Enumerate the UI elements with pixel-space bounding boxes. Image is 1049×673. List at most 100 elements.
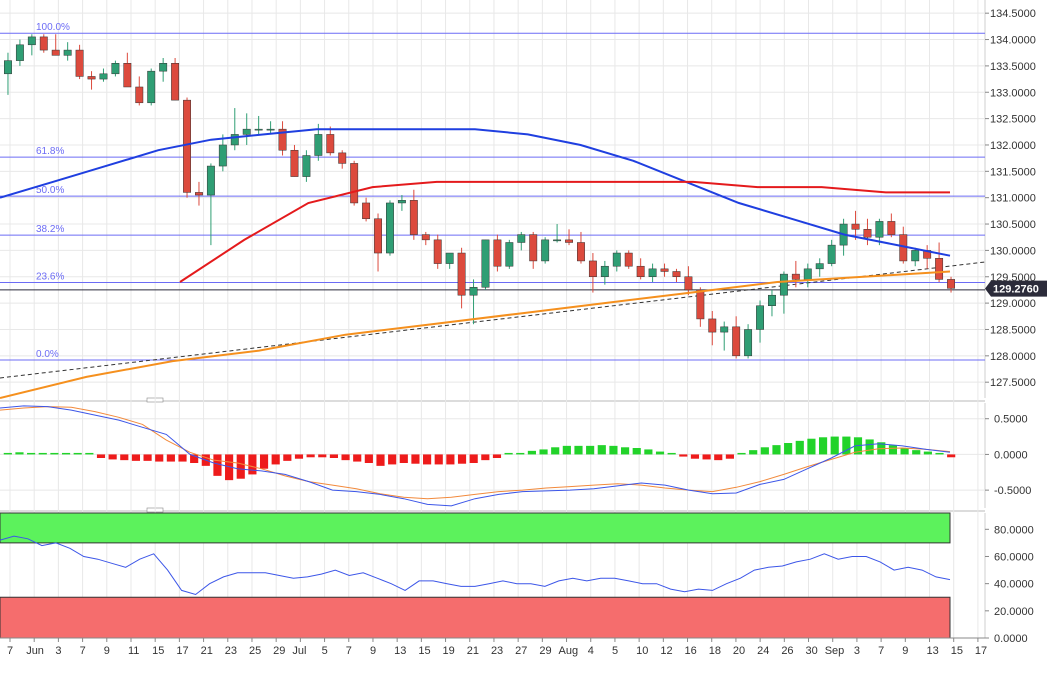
macd-histogram-bar	[760, 447, 769, 455]
candle-body	[756, 305, 764, 330]
rsi-axis-label: 0.0000	[994, 633, 1028, 645]
x-axis-label: 10	[636, 645, 648, 657]
macd-histogram-bar	[469, 454, 478, 463]
price-axis-label: 132.0000	[990, 140, 1036, 152]
candle-body	[135, 86, 144, 104]
macd-histogram-bar	[446, 454, 455, 465]
price-axis-label: 131.5000	[990, 166, 1036, 178]
macd-histogram-bar	[923, 451, 932, 455]
candle-body	[553, 239, 562, 242]
candle-body	[15, 44, 24, 61]
x-axis-label: 15	[152, 645, 164, 657]
candle-body	[171, 63, 180, 101]
macd-histogram-bar	[178, 454, 187, 462]
macd-histogram-bar	[364, 454, 373, 463]
x-axis-label: 12	[660, 645, 672, 657]
macd-histogram-bar	[842, 436, 851, 455]
macd-histogram-bar	[329, 454, 338, 458]
price-axis-label: 127.5000	[990, 377, 1036, 389]
macd-histogram-bar	[50, 452, 59, 455]
macd-histogram-bar	[772, 445, 781, 455]
candle-body	[577, 242, 585, 262]
macd-histogram-bar	[225, 454, 234, 481]
candle-body	[911, 250, 920, 262]
macd-histogram-bar	[737, 452, 746, 455]
fib-level-label: 100.0%	[36, 22, 70, 33]
x-axis-label: 13	[394, 645, 406, 657]
macd-histogram-bar	[155, 454, 164, 462]
candle-body	[421, 234, 430, 241]
x-axis-label: 23	[491, 645, 503, 657]
x-axis-label: 11	[128, 645, 139, 657]
x-axis-label: 15	[951, 645, 963, 657]
macd-histogram-bar	[784, 443, 793, 455]
candle-body	[493, 239, 502, 267]
macd-histogram-bar	[586, 445, 595, 455]
macd-histogram-bar	[399, 454, 408, 463]
last-price-tag-bg	[985, 280, 1047, 297]
macd-histogram-bar	[283, 454, 292, 461]
x-axis-label: 17	[176, 645, 188, 657]
x-axis-label: 13	[927, 645, 939, 657]
macd-histogram-bar	[818, 437, 828, 455]
x-axis-label: 9	[104, 645, 110, 657]
x-axis-label: 19	[443, 645, 455, 657]
macd-histogram-bar	[749, 450, 758, 455]
macd-histogram-bar	[423, 454, 432, 465]
candle-body	[517, 234, 526, 243]
macd-axis-label: 0.5000	[994, 414, 1028, 426]
macd-histogram-bar	[271, 454, 280, 465]
candle-body	[791, 273, 800, 280]
price-axis-label: 133.0000	[990, 87, 1036, 99]
x-axis-label: 9	[370, 645, 376, 657]
x-axis-label: 7	[346, 645, 352, 657]
x-axis-label: 7	[878, 645, 884, 657]
candle-body	[481, 239, 490, 288]
x-axis-label: 27	[515, 645, 527, 657]
x-axis-label: 29	[273, 645, 285, 657]
macd-histogram-bar	[830, 436, 839, 455]
candle-body	[863, 229, 872, 238]
x-axis-label: 5	[612, 645, 618, 657]
ma-red-line	[179, 180, 950, 283]
macd-histogram-bar	[481, 454, 490, 461]
macd-histogram-bar	[38, 452, 47, 455]
candle-body	[672, 271, 681, 278]
macd-histogram-bar	[61, 452, 71, 455]
candle-body	[374, 218, 382, 254]
macd-histogram-bar	[27, 452, 36, 455]
candle-body	[660, 268, 669, 272]
candle-body	[696, 289, 705, 320]
macd-histogram-bar	[294, 454, 304, 459]
price-axis-label: 130.0000	[990, 245, 1036, 257]
candle-body	[147, 70, 156, 104]
x-axis-label: 29	[539, 645, 551, 657]
x-axis-label: 26	[781, 645, 793, 657]
candle-body	[75, 49, 84, 77]
macd-histogram-bar	[457, 454, 467, 464]
candle-body	[409, 200, 418, 235]
candle-body	[636, 265, 645, 278]
macd-histogram-bar	[388, 454, 397, 465]
macd-histogram-bar	[259, 454, 269, 469]
candle-body	[803, 268, 812, 280]
rsi-overbought-zone	[0, 512, 951, 544]
ma-blue-line	[0, 128, 951, 257]
x-axis-label: 7	[80, 645, 86, 657]
candle-body	[230, 134, 239, 146]
candle-body	[195, 192, 203, 196]
macd-histogram-bar	[667, 452, 676, 455]
candle-body	[266, 128, 275, 131]
candle-body	[768, 294, 776, 306]
x-axis-label: 24	[757, 645, 769, 657]
macd-histogram-bar	[551, 447, 560, 455]
rsi-axis-label: 20.0000	[994, 606, 1034, 618]
fib-level-label: 23.6%	[36, 272, 64, 283]
candle-body	[87, 76, 96, 80]
x-axis-label: 16	[685, 645, 697, 657]
macd-histogram-bar	[306, 454, 315, 458]
macd-histogram-bar	[166, 454, 175, 462]
candle-body	[457, 252, 466, 296]
candle-body	[386, 202, 394, 254]
price-axis-label: 131.0000	[990, 193, 1036, 205]
